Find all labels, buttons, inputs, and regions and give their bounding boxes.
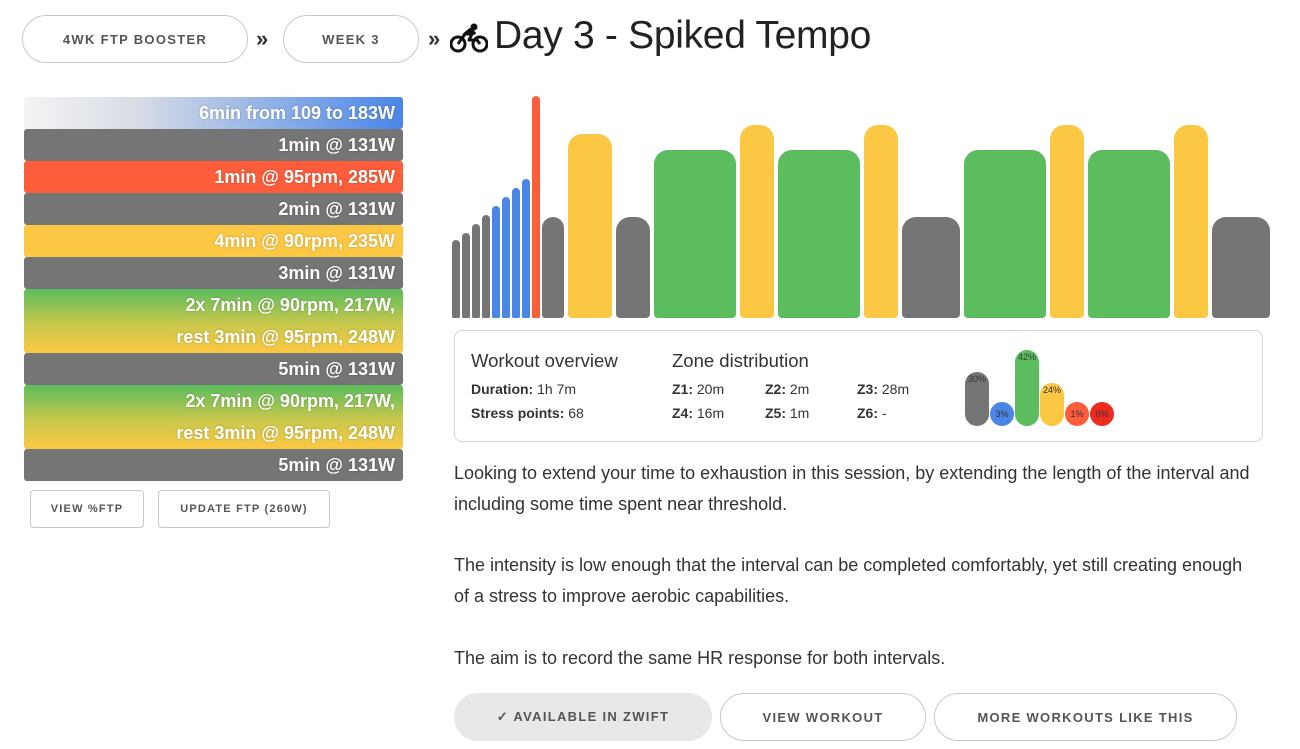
interval-label: rest 3min @ 95rpm, 248W	[176, 327, 395, 347]
interval-label: rest 3min @ 95rpm, 248W	[176, 423, 395, 443]
workout-bar-blue	[512, 188, 520, 318]
workout-bar-blue	[492, 206, 500, 318]
workout-overview-heading: Workout overview	[471, 350, 618, 371]
workout-graph	[452, 94, 1270, 318]
workout-bar-gray	[462, 233, 470, 318]
zone-bar-red: 0%	[1090, 402, 1114, 426]
overview-card: Workout overview Duration: 1h 7m Stress …	[454, 330, 1263, 442]
zone-percent-label: 30%	[967, 374, 986, 384]
zone-stat-z5: Z5: 1m	[765, 405, 809, 421]
zone-label: Z5:	[765, 405, 786, 421]
interval-row: 3min @ 131W	[24, 257, 403, 289]
zone-distribution-heading: Zone distribution	[672, 350, 809, 371]
interval-label: 2x 7min @ 90rpm, 217W,	[185, 295, 395, 315]
workout-bar-orange	[532, 96, 540, 318]
zone-label: Z1:	[672, 381, 693, 397]
workout-bar-yellow	[740, 125, 774, 318]
workout-bar-gray	[616, 217, 650, 318]
interval-row: 2x 7min @ 90rpm, 217W, rest 3min @ 95rpm,…	[24, 289, 403, 353]
bike-icon	[450, 23, 488, 53]
workout-bar-gray	[902, 217, 960, 318]
breadcrumb-plan-button[interactable]: 4WK FTP BOOSTER	[22, 15, 248, 63]
breadcrumb-separator: »	[428, 26, 441, 51]
zone-label: Z4:	[672, 405, 693, 421]
workout-bar-gray	[452, 240, 460, 318]
workout-bar-yellow	[568, 134, 612, 318]
interval-row: 5min @ 131W	[24, 353, 403, 385]
zone-value: 20m	[696, 381, 725, 397]
available-in-zwift-button[interactable]: ✓ AVAILABLE IN ZWIFT	[454, 693, 712, 741]
workout-bar-yellow	[864, 125, 898, 318]
zone-percent-label: 0%	[1095, 409, 1109, 419]
zone-value: 16m	[696, 405, 725, 421]
workout-bar-green	[654, 150, 736, 318]
interval-row: 4min @ 90rpm, 235W	[24, 225, 403, 257]
zone-stat-z3: Z3: 28m	[857, 381, 909, 397]
interval-label: 5min @ 131W	[278, 359, 395, 379]
workout-bar-gray	[482, 215, 490, 318]
stress-points-value: 68	[568, 405, 584, 421]
workout-bar-yellow	[1050, 125, 1084, 318]
workout-bar-green	[1088, 150, 1170, 318]
interval-label: 5min @ 131W	[278, 455, 395, 475]
view-workout-button[interactable]: VIEW WORKOUT	[720, 693, 926, 741]
workout-bar-gray	[472, 224, 480, 318]
interval-row: 6min from 109 to 183W	[24, 97, 403, 129]
workout-bar-yellow	[1174, 125, 1208, 318]
zone-percent-label: 42%	[1017, 352, 1036, 362]
update-ftp-button[interactable]: UPDATE FTP (260W)	[158, 490, 330, 528]
zone-stat-z6: Z6: -	[857, 405, 887, 421]
zone-value: -	[881, 405, 887, 421]
zone-percent-label: 24%	[1042, 385, 1061, 395]
workout-bar-green	[778, 150, 860, 318]
workout-bar-blue	[502, 197, 510, 318]
zone-percent-label: 1%	[1070, 409, 1084, 419]
workout-bar-gray	[542, 217, 564, 318]
interval-row: 1min @ 131W	[24, 129, 403, 161]
interval-label: 3min @ 131W	[278, 263, 395, 283]
zone-stat-z2: Z2: 2m	[765, 381, 809, 397]
stress-points-stat: Stress points: 68	[471, 405, 584, 421]
workout-bar-blue	[522, 179, 530, 318]
interval-label: 1min @ 95rpm, 285W	[214, 167, 395, 187]
zone-value: 2m	[789, 381, 810, 397]
duration-stat: Duration: 1h 7m	[471, 381, 576, 397]
breadcrumb-separator: »	[256, 26, 269, 51]
interval-label: 2min @ 131W	[278, 199, 395, 219]
description-paragraph: The aim is to record the same HR respons…	[454, 648, 946, 668]
zone-stat-z1: Z1: 20m	[672, 381, 724, 397]
description-paragraph: Looking to extend your time to exhaustio…	[454, 463, 1250, 514]
view-ftp-button[interactable]: VIEW %FTP	[30, 490, 144, 528]
workout-bar-gray	[1212, 217, 1270, 318]
more-workouts-button[interactable]: MORE WORKOUTS LIKE THIS	[934, 693, 1237, 741]
interval-row: 2x 7min @ 90rpm, 217W, rest 3min @ 95rpm,…	[24, 385, 403, 449]
zone-bar-blue: 3%	[990, 402, 1014, 426]
interval-label: 2x 7min @ 90rpm, 217W,	[185, 391, 395, 411]
zone-stat-z4: Z4: 16m	[672, 405, 724, 421]
zone-value: 1m	[789, 405, 810, 421]
interval-label: 6min from 109 to 183W	[198, 103, 395, 123]
interval-label: 4min @ 90rpm, 235W	[214, 231, 395, 251]
workout-bar-green	[964, 150, 1046, 318]
interval-row: 2min @ 131W	[24, 193, 403, 225]
interval-row: 1min @ 95rpm, 285W	[24, 161, 403, 193]
zone-bar-green: 42%	[1015, 350, 1039, 426]
page-title: Day 3 - Spiked Tempo	[494, 14, 871, 57]
zone-bar-orange: 1%	[1065, 402, 1089, 426]
stress-points-label: Stress points:	[471, 405, 565, 421]
zone-value: 28m	[881, 381, 910, 397]
duration-label: Duration:	[471, 381, 534, 397]
zone-percent-label: 3%	[995, 409, 1009, 419]
duration-value: 1h 7m	[537, 381, 577, 397]
zone-label: Z2:	[765, 381, 786, 397]
zone-bar-yellow: 24%	[1040, 383, 1064, 426]
description-paragraph: The intensity is low enough that the int…	[454, 555, 1243, 606]
zone-label: Z6:	[857, 405, 878, 421]
interval-row: 5min @ 131W	[24, 449, 403, 481]
zone-bar-gray: 30%	[965, 372, 989, 426]
breadcrumb-week-button[interactable]: WEEK 3	[283, 15, 419, 63]
zone-label: Z3:	[857, 381, 878, 397]
interval-label: 1min @ 131W	[278, 135, 395, 155]
